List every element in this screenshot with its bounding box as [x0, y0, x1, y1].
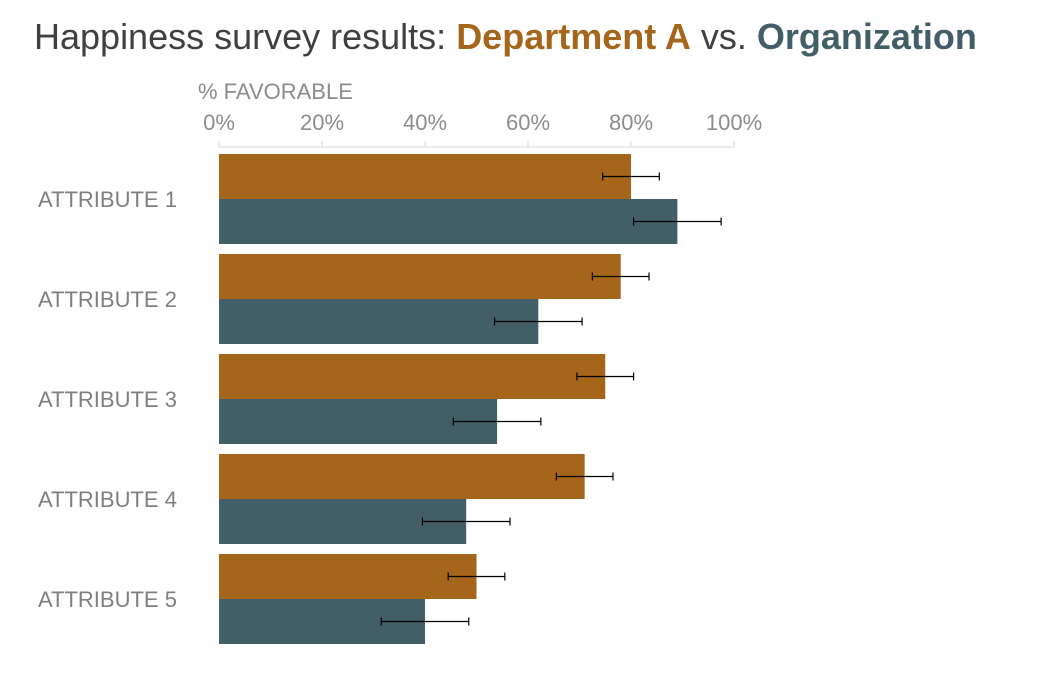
error-bar [602, 172, 660, 181]
chart-title-middle: vs. [690, 16, 757, 57]
error-bar [447, 572, 506, 581]
bar-department-a [219, 154, 631, 199]
category-label: ATTRIBUTE 3 [38, 387, 177, 412]
x-axis-title: % FAVORABLE [198, 79, 353, 104]
bar-department-a [219, 454, 585, 499]
x-tick-label: 20% [300, 110, 344, 135]
bar-marks [219, 154, 678, 644]
bar-organization [219, 299, 539, 344]
category-labels: ATTRIBUTE 1 ATTRIBUTE 2 ATTRIBUTE 3 ATTRIBU… [38, 187, 177, 612]
bar-department-a [219, 354, 606, 399]
x-tick-label: 40% [403, 110, 447, 135]
bar-organization [219, 399, 498, 444]
x-tick-label: 80% [609, 110, 653, 135]
error-bar [452, 417, 542, 426]
chart-title-prefix: Happiness survey results: [34, 16, 457, 57]
error-bar [380, 617, 470, 626]
error-bar [591, 272, 650, 281]
x-tick-label: 60% [506, 110, 550, 135]
category-label: ATTRIBUTE 2 [38, 287, 177, 312]
chart-title-dept: Department A [456, 16, 691, 57]
error-bar [632, 217, 722, 226]
chart-title: Happiness survey results: Department A v… [34, 16, 977, 58]
bar-department-a [219, 554, 477, 599]
error-bars [380, 172, 722, 626]
error-bar [493, 317, 583, 326]
category-label: ATTRIBUTE 4 [38, 487, 177, 512]
bar-organization [219, 199, 678, 244]
x-axis-ticks: 0% 20% 40% 60% 80% 100% [203, 110, 762, 148]
x-tick-label: 0% [203, 110, 235, 135]
x-tick-label: 100% [706, 110, 762, 135]
error-bar [576, 372, 635, 381]
category-label: ATTRIBUTE 5 [38, 587, 177, 612]
chart-title-org: Organization [756, 16, 977, 57]
bar-department-a [219, 254, 621, 299]
error-bar [555, 472, 614, 481]
category-label: ATTRIBUTE 1 [38, 187, 177, 212]
error-bar [421, 517, 511, 526]
